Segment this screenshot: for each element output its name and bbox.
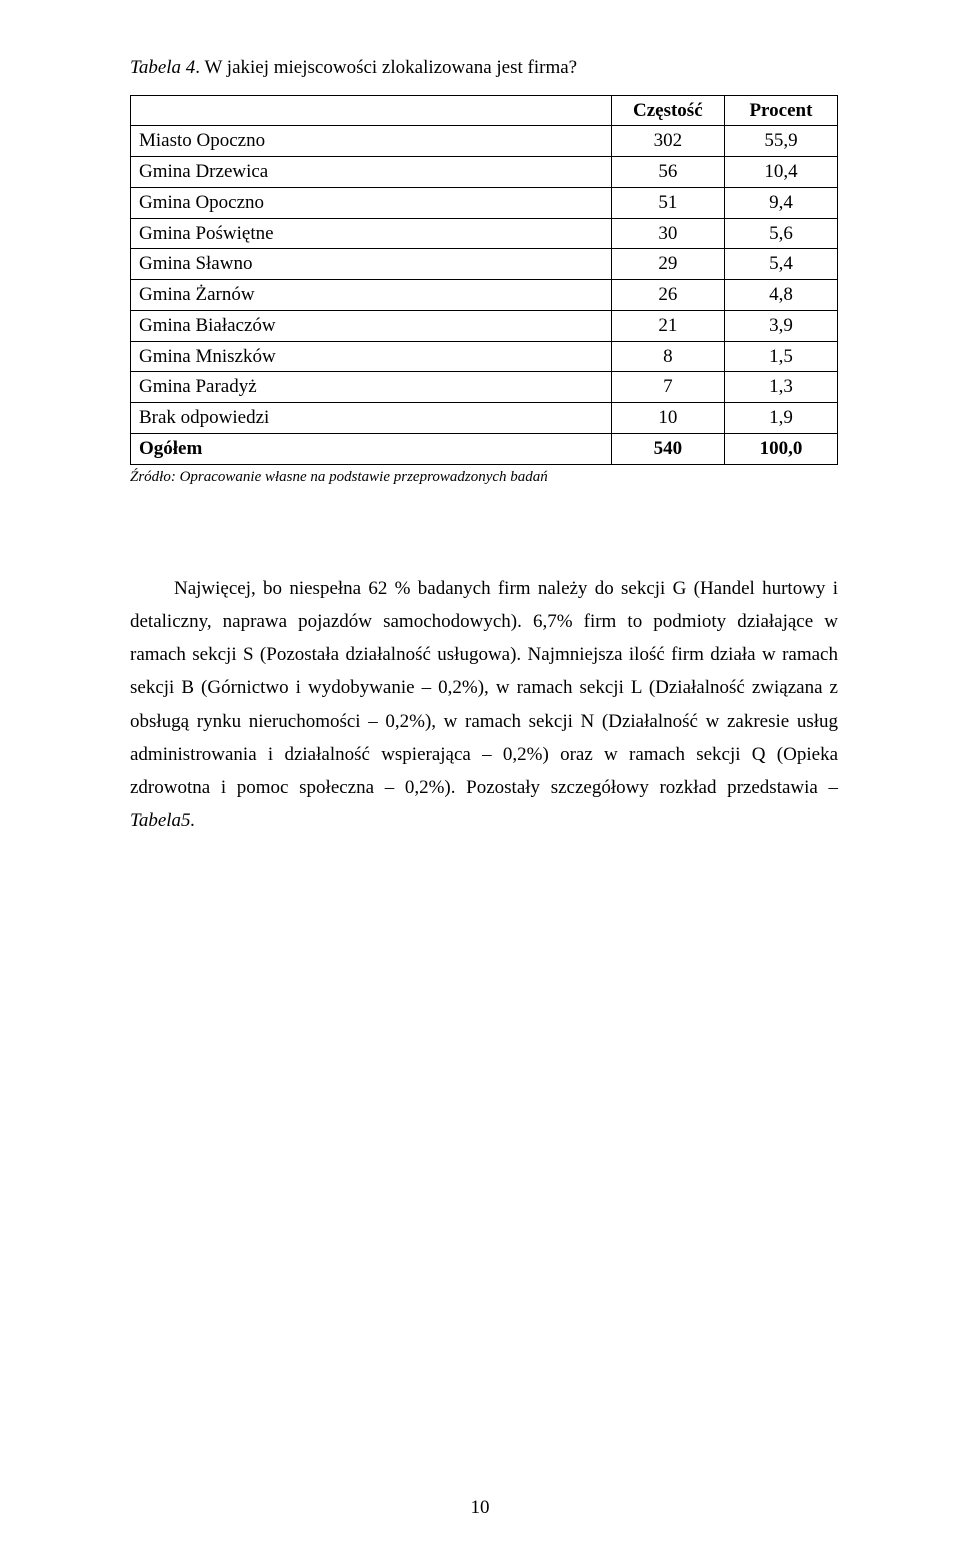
table-row: Gmina Drzewica5610,4 <box>131 157 838 188</box>
table-cell-freq: 26 <box>611 280 724 311</box>
table-header-pct: Procent <box>724 95 837 126</box>
table-cell-label: Gmina Paradyż <box>131 372 612 403</box>
table-row: Gmina Opoczno519,4 <box>131 187 838 218</box>
table-cell-freq: 10 <box>611 403 724 434</box>
table-cell-freq: 56 <box>611 157 724 188</box>
table-cell-pct: 55,9 <box>724 126 837 157</box>
table-row: Gmina Żarnów264,8 <box>131 280 838 311</box>
paragraph-text: Najwięcej, bo niespełna 62 % badanych fi… <box>130 578 838 799</box>
table-cell-pct: 10,4 <box>724 157 837 188</box>
table-row-total: Ogółem540100,0 <box>131 433 838 464</box>
table-cell-freq: 8 <box>611 341 724 372</box>
table-cell-freq: 29 <box>611 249 724 280</box>
table-body: Miasto Opoczno30255,9Gmina Drzewica5610,… <box>131 126 838 464</box>
table-source: Źródło: Opracowanie własne na podstawie … <box>130 469 838 486</box>
table-header-freq: Częstość <box>611 95 724 126</box>
table-cell-label: Gmina Sławno <box>131 249 612 280</box>
table-cell-label: Brak odpowiedzi <box>131 403 612 434</box>
table-row: Gmina Paradyż71,3 <box>131 372 838 403</box>
body-paragraph: Najwięcej, bo niespełna 62 % badanych fi… <box>130 572 838 838</box>
table-cell-label: Gmina Mniszków <box>131 341 612 372</box>
table-cell-pct: 5,4 <box>724 249 837 280</box>
table-row: Gmina Sławno295,4 <box>131 249 838 280</box>
table-header-empty <box>131 95 612 126</box>
table-cell-pct: 4,8 <box>724 280 837 311</box>
table-cell-pct: 5,6 <box>724 218 837 249</box>
table-cell-pct: 1,5 <box>724 341 837 372</box>
table-row: Gmina Białaczów213,9 <box>131 310 838 341</box>
table-cell-pct: 1,9 <box>724 403 837 434</box>
table-cell-freq: 540 <box>611 433 724 464</box>
table-cell-label: Gmina Żarnów <box>131 280 612 311</box>
table-cell-freq: 21 <box>611 310 724 341</box>
table-cell-pct: 3,9 <box>724 310 837 341</box>
table-cell-freq: 51 <box>611 187 724 218</box>
table-caption: Tabela 4. W jakiej miejscowości zlokaliz… <box>130 54 838 83</box>
location-table: Częstość Procent Miasto Opoczno30255,9Gm… <box>130 95 838 465</box>
table-cell-freq: 7 <box>611 372 724 403</box>
table-cell-label: Ogółem <box>131 433 612 464</box>
table-row: Brak odpowiedzi101,9 <box>131 403 838 434</box>
table-header-row: Częstość Procent <box>131 95 838 126</box>
table-cell-freq: 302 <box>611 126 724 157</box>
table-row: Miasto Opoczno30255,9 <box>131 126 838 157</box>
table-cell-label: Gmina Poświętne <box>131 218 612 249</box>
table-caption-prefix: Tabela 4 <box>130 57 195 78</box>
table-cell-label: Miasto Opoczno <box>131 126 612 157</box>
table-cell-pct: 1,3 <box>724 372 837 403</box>
table-cell-label: Gmina Opoczno <box>131 187 612 218</box>
paragraph-tabela-inline: Tabela5. <box>130 810 195 831</box>
page-number: 10 <box>0 1497 960 1519</box>
table-cell-label: Gmina Białaczów <box>131 310 612 341</box>
table-cell-label: Gmina Drzewica <box>131 157 612 188</box>
table-row: Gmina Mniszków81,5 <box>131 341 838 372</box>
table-caption-rest: . W jakiej miejscowości zlokalizowana je… <box>195 57 577 78</box>
table-cell-pct: 100,0 <box>724 433 837 464</box>
table-cell-pct: 9,4 <box>724 187 837 218</box>
table-row: Gmina Poświętne305,6 <box>131 218 838 249</box>
table-cell-freq: 30 <box>611 218 724 249</box>
